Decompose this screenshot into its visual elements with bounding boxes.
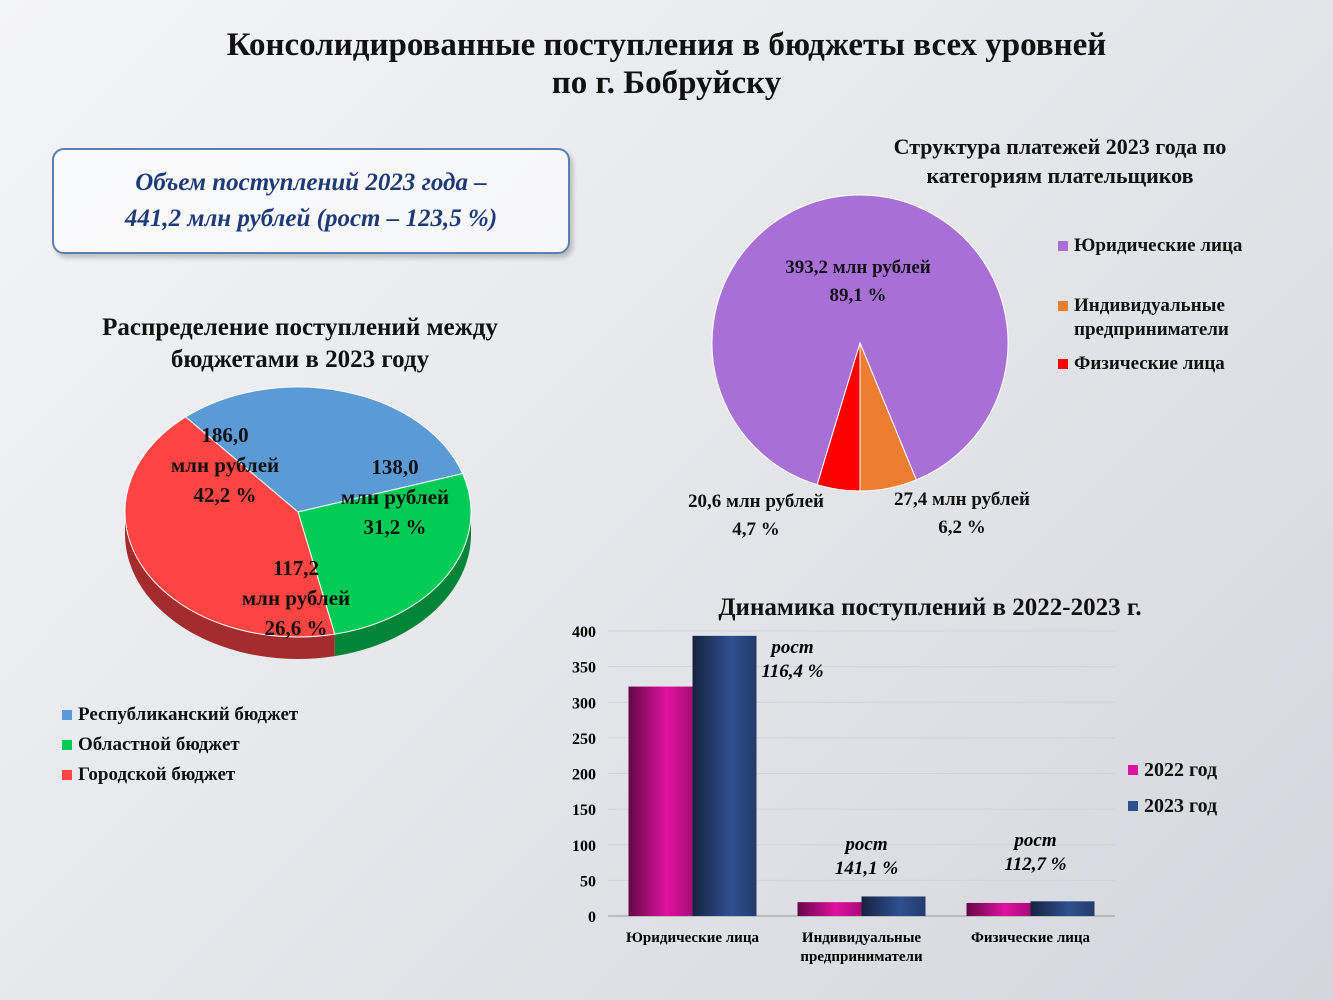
legend-item: 2023 год	[1128, 794, 1217, 818]
budget-pie-legend: Республиканский бюджет Областной бюджет …	[62, 700, 298, 790]
bar-2022	[628, 686, 693, 916]
bar-2023	[692, 635, 757, 916]
legend-item: Индивидуальные	[1058, 294, 1242, 318]
growth-annotation: рост	[769, 637, 813, 658]
x-tick-label: Юридические лица	[626, 930, 759, 946]
budget-pie-title: Распределение поступлений между бюджетам…	[102, 314, 498, 373]
pie1-label-region: 117,2 млн рублей 26,6 %	[241, 556, 351, 640]
bar-chart-title: Динамика поступлений в 2022-2023 г.	[718, 594, 1142, 621]
legend-item: Юридические лица	[1058, 234, 1242, 258]
growth-annotation: рост	[1012, 830, 1056, 851]
growth-annotation: 141,1 %	[835, 858, 898, 879]
payers-pie-legend: Юридические лица Индивидуальные предприн…	[1058, 234, 1242, 376]
pie2-label-ip: 27,4 млн рублей 6,2 %	[894, 489, 1030, 538]
y-tick-label: 200	[572, 767, 596, 784]
y-tick-label: 400	[572, 624, 596, 641]
payers-pie-title: Структура платежей 2023 года по категория…	[893, 134, 1227, 188]
bar-2023	[861, 896, 926, 916]
bar-2022	[797, 902, 862, 916]
pie1-side-2	[125, 512, 335, 659]
y-tick-label: 100	[572, 838, 596, 855]
x-tick-label: Индивидуальные	[802, 930, 922, 946]
y-tick-label: 300	[572, 695, 596, 712]
legend-item: Физические лица	[1058, 352, 1242, 376]
y-tick-label: 150	[572, 802, 596, 819]
x-tick-label: Физические лица	[971, 930, 1091, 946]
page-title: Консолидированные поступления в бюджеты …	[226, 27, 1107, 101]
legend-item: Городской бюджет	[62, 760, 298, 790]
pie1-slice-2	[124, 416, 336, 638]
pie2-slice-0	[711, 194, 1009, 486]
y-tick-label: 250	[572, 731, 596, 748]
growth-annotation: рост	[843, 834, 887, 855]
pie2-label-legal: 393,2 млн рублей 89,1 %	[785, 257, 931, 306]
growth-annotation: 116,4 %	[761, 661, 823, 682]
pie2-label-individuals: 20,6 млн рублей 4,7 %	[688, 491, 824, 540]
growth-annotation: 112,7 %	[1004, 854, 1066, 875]
bar-legend: 2022 год 2023 год	[1128, 746, 1217, 818]
legend-item: Областной бюджет	[62, 730, 298, 760]
pie1-label-republic: 138,0 млн рублей 31,2 %	[340, 455, 450, 539]
bar-2022	[966, 902, 1031, 916]
x-tick-label: предприниматели	[800, 949, 923, 965]
legend-item: Республиканский бюджет	[62, 700, 298, 730]
pie1-slice-0	[184, 386, 464, 513]
pie1-slice-1	[297, 473, 472, 635]
y-tick-label: 350	[572, 660, 596, 677]
y-tick-label: 0	[588, 909, 596, 926]
bar-2023	[1030, 901, 1095, 916]
pie1-side-1	[334, 512, 471, 657]
pie2-slice-2	[816, 342, 861, 492]
y-tick-label: 50	[580, 873, 596, 890]
volume-summary-box: Объем поступлений 2023 года – 441,2 млн …	[52, 148, 570, 254]
legend-item: 2022 год	[1128, 746, 1217, 794]
pie1-label-city: 186,0 млн рублей 42,2 %	[170, 423, 280, 507]
